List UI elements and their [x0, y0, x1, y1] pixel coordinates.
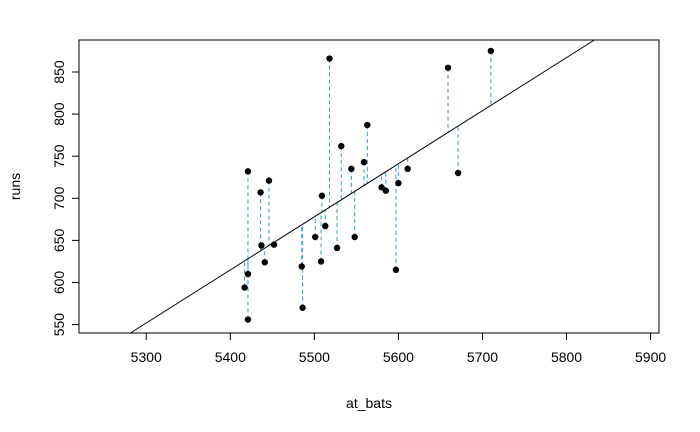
data-point: [382, 187, 390, 194]
data-point: [326, 55, 333, 62]
data-point: [404, 165, 411, 173]
y-tick-label: 650: [51, 228, 67, 252]
x-tick-label: 5400: [215, 349, 246, 365]
data-point: [244, 316, 252, 323]
data-point: [351, 233, 358, 241]
data-point: [244, 168, 252, 175]
axis-ticks: 5300 5400 5500 5600 5700 5800 5900 550 600 650 700…: [51, 60, 666, 365]
data-point: [270, 241, 278, 248]
data-point: [317, 258, 325, 265]
data-point: [299, 304, 306, 311]
x-tick-label: 5800: [551, 349, 582, 365]
y-tick-label: 600: [51, 271, 67, 295]
data-point: [261, 259, 268, 266]
plot-frame: [78, 39, 660, 334]
data-point: [395, 179, 402, 187]
data-point: [360, 158, 368, 166]
residual-lines: [244, 50, 492, 320]
data-point: [258, 242, 265, 249]
regression-line: [130, 39, 595, 334]
data-point: [244, 270, 252, 278]
x-tick-label: 5300: [131, 349, 162, 365]
data-point: [454, 169, 462, 177]
x-tick-label: 5700: [467, 349, 498, 365]
data-points: [241, 47, 495, 323]
y-tick-label: 550: [51, 313, 67, 337]
regression-line-group: [130, 39, 595, 334]
x-tick-label: 5900: [635, 349, 666, 365]
data-point: [298, 263, 305, 270]
data-point: [257, 189, 264, 196]
data-point: [364, 121, 371, 129]
y-axis-label: runs: [7, 173, 23, 200]
y-tick-label: 850: [51, 60, 67, 84]
y-tick-label: 800: [51, 102, 67, 126]
data-point: [322, 222, 329, 230]
data-point: [265, 177, 273, 184]
x-tick-label: 5600: [383, 349, 414, 365]
y-tick-label: 700: [51, 186, 67, 210]
y-tick-label: 750: [51, 144, 67, 168]
data-point: [444, 64, 452, 71]
data-point: [333, 244, 341, 252]
data-point: [348, 165, 355, 173]
x-axis-label: at_bats: [346, 395, 392, 411]
data-point: [318, 192, 326, 199]
data-point: [392, 266, 400, 274]
data-point: [487, 47, 495, 55]
data-point: [338, 142, 345, 150]
data-point: [312, 233, 319, 241]
data-point: [241, 284, 248, 291]
x-tick-label: 5500: [299, 349, 330, 365]
